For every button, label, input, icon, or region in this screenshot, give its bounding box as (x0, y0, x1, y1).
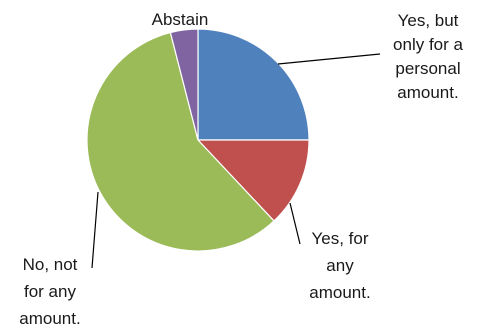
slice-label-line: any (326, 256, 354, 275)
pie-slice-yes-personal (197, 28, 310, 141)
slice-label-line: Yes, for (311, 229, 368, 248)
slice-label-line: personal (395, 59, 460, 78)
slice-label-line: amount. (19, 309, 80, 328)
slice-label-line: Abstain (152, 10, 209, 29)
slice-label-yes-personal: Yes, but only for a personal amount. (393, 11, 463, 102)
slice-label-line: amount. (397, 83, 458, 102)
labels-layer: Yes, but only for a personal amount.Yes, fo… (19, 10, 463, 328)
leader-line-no-any (91, 191, 99, 269)
slice-label-line: No, not (23, 255, 78, 274)
leader-lines-layer (91, 53, 381, 269)
slice-label-line: Yes, but (398, 11, 459, 30)
slice-label-line: for any (24, 282, 76, 301)
slice-label-no-any: No, not for any amount. (19, 255, 80, 328)
slice-label-abstain: Abstain (152, 10, 209, 29)
leader-line-yes-any (289, 202, 301, 245)
pie-slice-abstain (169, 28, 199, 141)
slice-label-line: only for a (393, 35, 463, 54)
pie-slice-no-any (86, 31, 275, 252)
slice-label-yes-any: Yes, for any amount. (309, 229, 370, 302)
pie-slice-yes-any (196, 139, 310, 222)
slices-layer (86, 28, 310, 252)
leader-line-yes-personal (277, 53, 381, 65)
slice-label-line: amount. (309, 283, 370, 302)
